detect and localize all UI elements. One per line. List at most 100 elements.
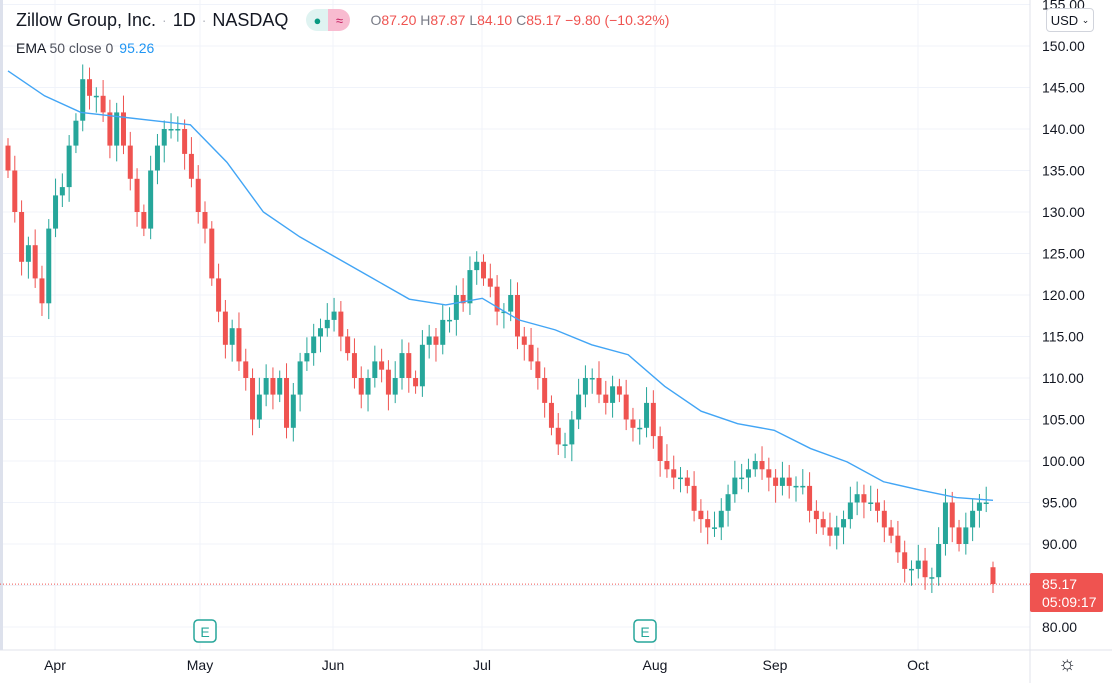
candle-up	[148, 170, 154, 229]
candle-up	[983, 502, 989, 504]
candle-down	[596, 378, 602, 395]
y-tick-label: 140.00	[1042, 121, 1085, 137]
candle-down	[107, 112, 113, 146]
market-open-dot-icon: ●	[306, 9, 329, 31]
candle-up	[419, 344, 425, 387]
candle-up	[576, 394, 582, 420]
candle-up	[800, 485, 806, 488]
candle-down	[338, 311, 344, 337]
candle-up	[908, 568, 914, 571]
candle-up	[263, 378, 269, 395]
market-status-badge[interactable]: ● ≈	[306, 9, 351, 31]
candle-up	[569, 419, 575, 445]
candle-down	[270, 378, 276, 395]
candle-down	[807, 485, 813, 511]
candle-down	[956, 527, 962, 544]
last-price-label: 85.17 05:09:17	[1030, 573, 1103, 612]
candle-down	[664, 461, 670, 470]
candle-down	[134, 178, 140, 212]
candle-down	[881, 510, 887, 528]
currency-select[interactable]: USD ⌄	[1046, 8, 1094, 32]
candle-up	[447, 319, 453, 322]
candle-up	[59, 187, 65, 196]
candle-up	[467, 270, 473, 304]
candle-down	[514, 295, 520, 337]
y-tick-label: 115.00	[1042, 329, 1084, 345]
x-tick-label: Sep	[763, 657, 788, 673]
candle-down	[32, 245, 38, 279]
earnings-marker-label: E	[200, 624, 209, 640]
candle-up	[317, 328, 323, 337]
candle-up	[841, 519, 847, 528]
symbol-name[interactable]: Zillow Group, Inc.	[16, 9, 157, 30]
candle-down	[100, 95, 106, 113]
candle-up	[331, 311, 337, 320]
settings-gear-icon[interactable]: ☼	[1058, 653, 1077, 675]
candle-up	[929, 577, 935, 579]
candle-down	[188, 153, 194, 179]
candle-down	[691, 485, 697, 511]
candle-up	[154, 145, 160, 171]
candle-down	[487, 278, 493, 287]
candle-down	[630, 419, 636, 428]
candle-up	[66, 145, 72, 188]
candle-down	[406, 353, 412, 378]
candle-down	[555, 427, 561, 445]
candle-up	[53, 195, 59, 229]
candle-up	[311, 336, 317, 354]
candle-down	[385, 369, 391, 395]
candle-up	[936, 544, 942, 578]
interval[interactable]: 1D	[172, 9, 196, 30]
waves-icon: ≈	[328, 9, 351, 31]
candle-down	[358, 378, 364, 395]
candle-up	[589, 378, 595, 380]
candle-up	[854, 494, 860, 503]
candle-up	[562, 444, 568, 446]
x-tick-label: Jul	[473, 657, 491, 673]
candle-down	[827, 527, 833, 536]
y-tick-label: 125.00	[1042, 246, 1085, 262]
candle-down	[521, 336, 527, 345]
candle-down	[236, 328, 242, 362]
left-edge	[0, 0, 3, 650]
candle-up	[915, 560, 921, 569]
candle-down	[766, 469, 772, 478]
candle-up	[474, 261, 480, 271]
candle-down	[413, 378, 419, 387]
y-tick-label: 120.00	[1042, 287, 1085, 303]
candle-down	[684, 477, 690, 486]
candle-down	[345, 336, 351, 354]
candle-up	[372, 361, 378, 378]
candle-down	[209, 228, 215, 279]
candle-up	[399, 353, 405, 378]
candle-down	[182, 129, 188, 154]
candle-down	[820, 519, 826, 528]
candle-up	[711, 527, 717, 529]
candle-down	[705, 519, 711, 528]
candle-down	[922, 560, 928, 578]
candle-up	[25, 245, 31, 262]
candle-down	[351, 353, 357, 378]
candle-up	[324, 319, 330, 329]
chart-legend: Zillow Group, Inc. · 1D · NASDAQ ● ≈ O87…	[16, 9, 670, 31]
candle-down	[528, 344, 534, 362]
candle-down	[535, 361, 541, 378]
candle-up	[46, 228, 52, 304]
candle-up	[508, 295, 514, 312]
x-tick-label: Oct	[907, 657, 929, 673]
candle-down	[949, 502, 955, 528]
candle-up	[582, 378, 588, 395]
candle-up	[847, 502, 853, 520]
earnings-marker	[633, 619, 657, 643]
candle-down	[603, 394, 609, 403]
candle-down	[243, 361, 249, 378]
ema-legend[interactable]: EMA 50 close 0 95.26	[16, 40, 155, 56]
earnings-marker-label: E	[640, 624, 649, 640]
y-tick-label: 100.00	[1042, 453, 1085, 469]
candle-up	[290, 394, 296, 428]
exchange: NASDAQ	[212, 9, 289, 30]
x-tick-label: Apr	[44, 657, 66, 673]
candle-down	[786, 477, 792, 486]
candle-up	[963, 527, 969, 544]
